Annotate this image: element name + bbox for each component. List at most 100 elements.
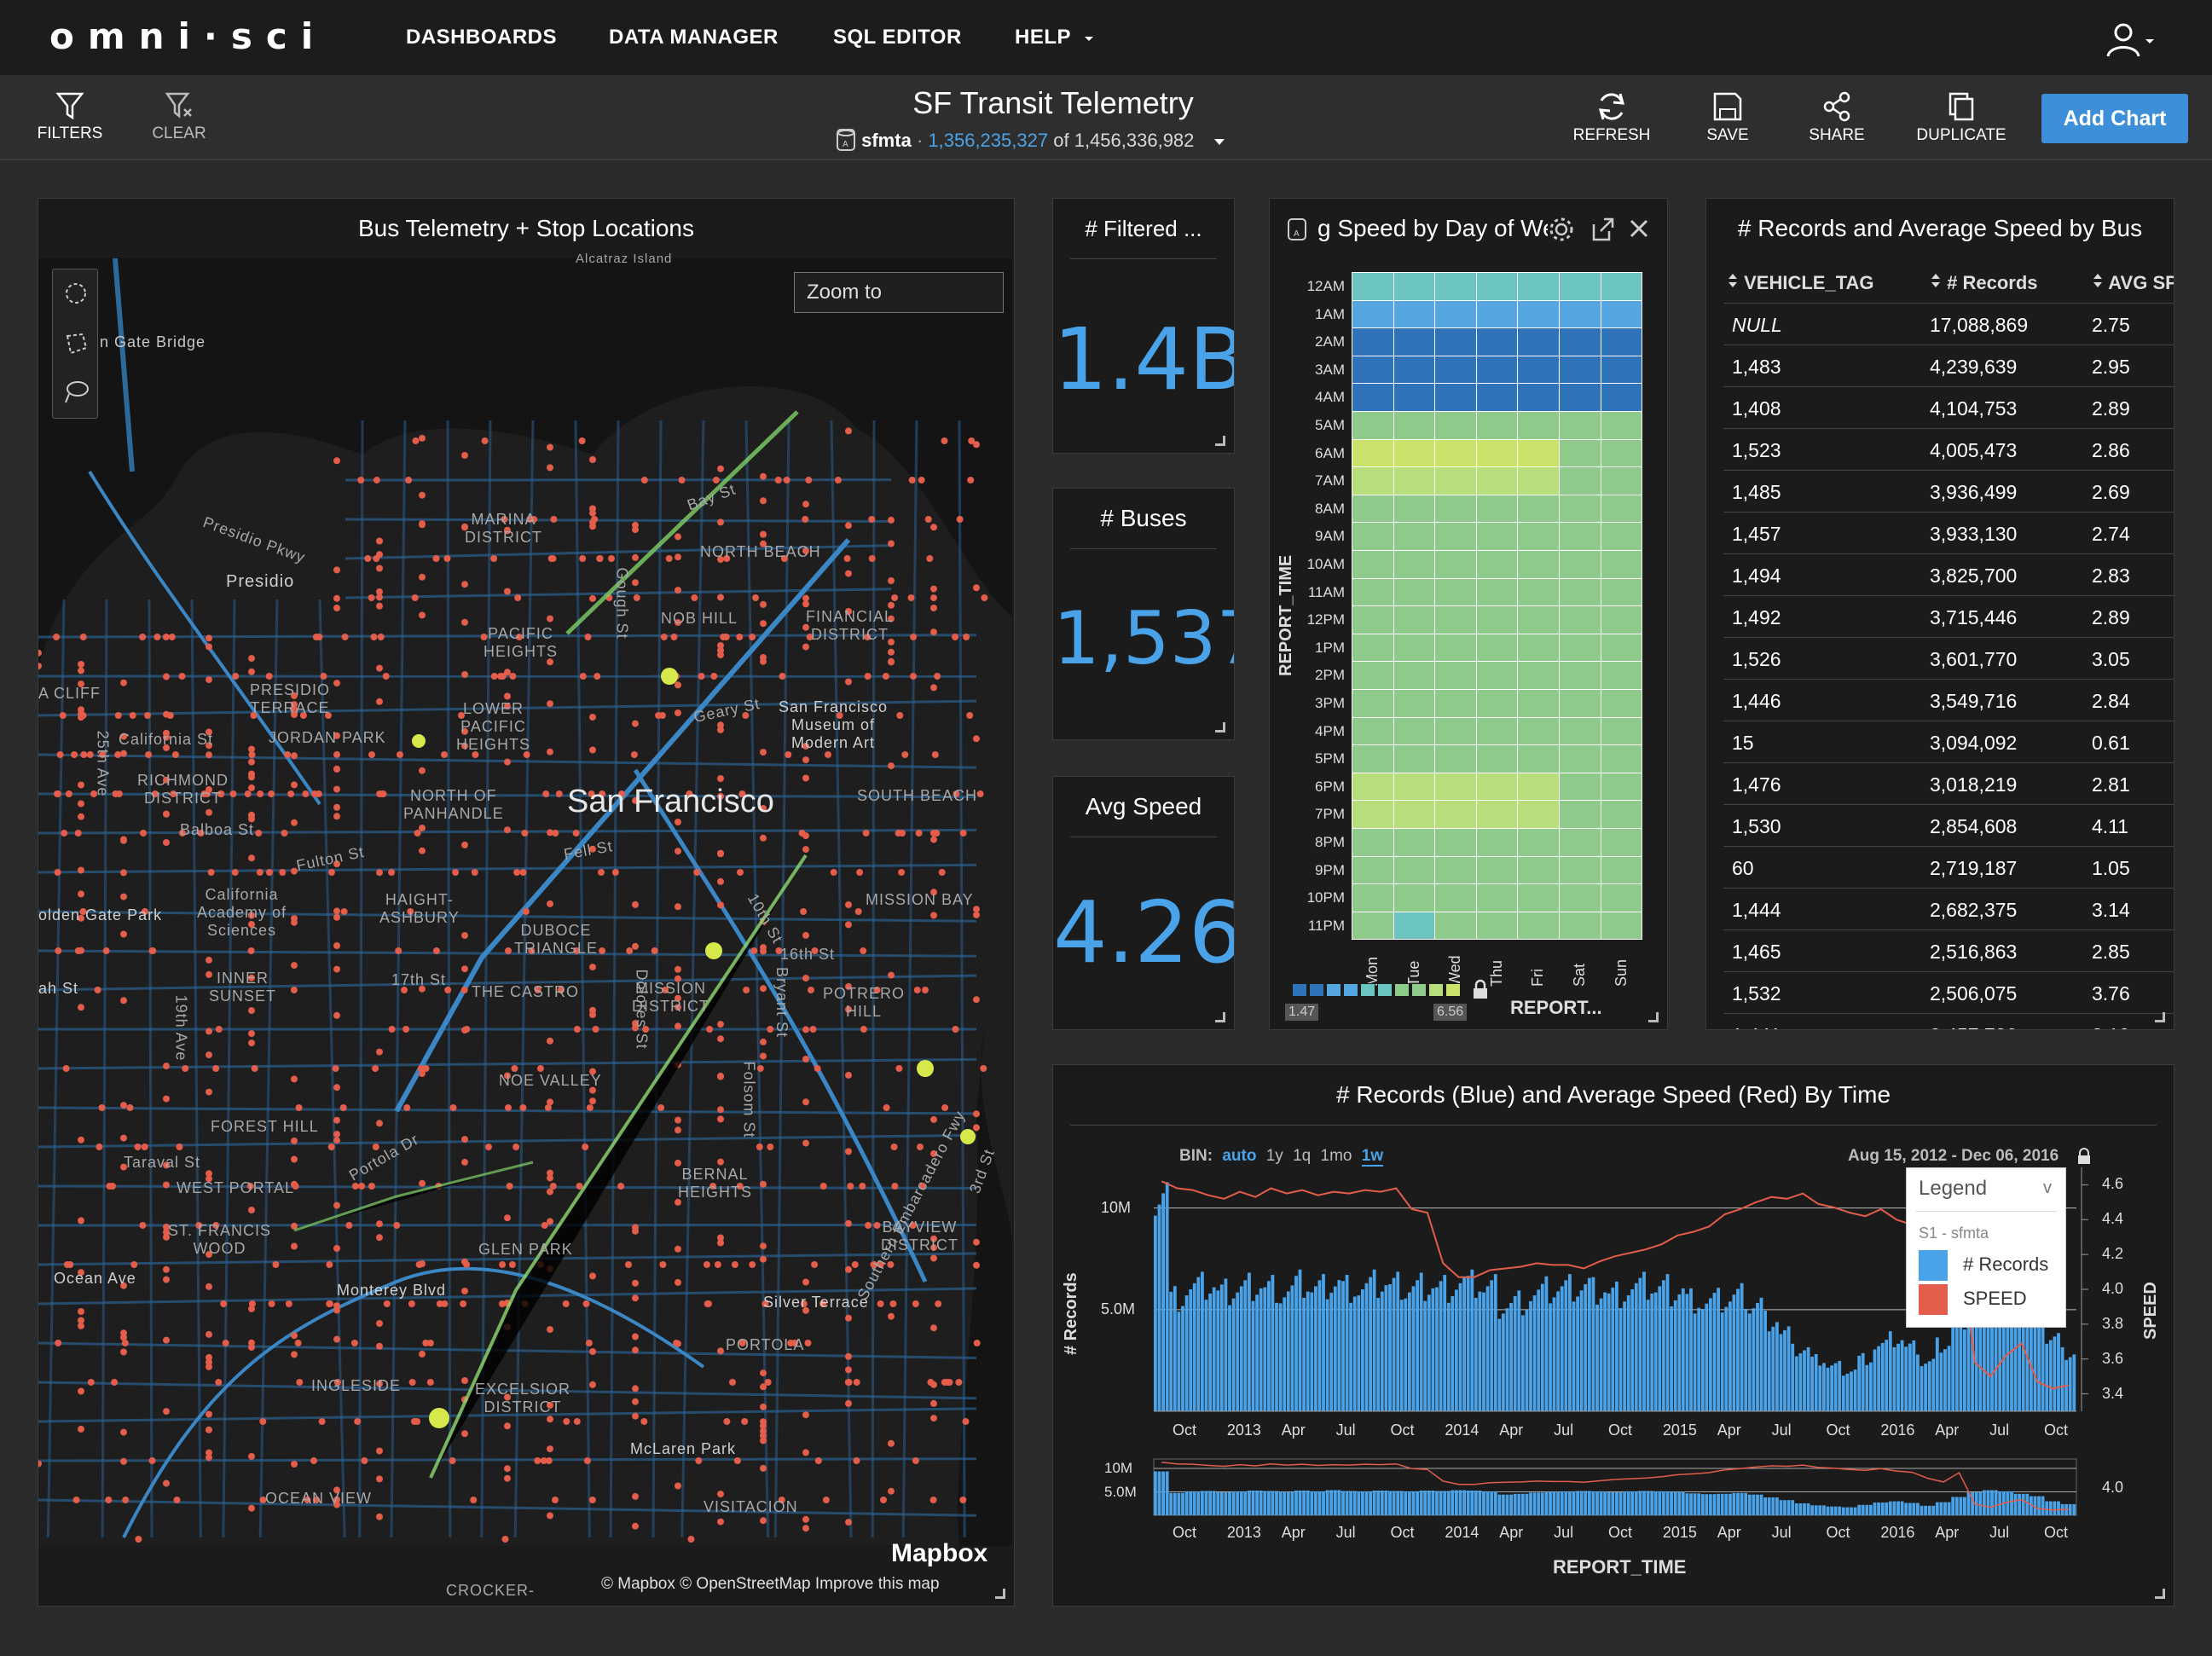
nav-sql-editor[interactable]: SQL EDITOR [833,26,962,49]
heatmap-cell[interactable] [1352,911,1394,941]
dashboard-title[interactable]: SF Transit Telemetry [912,85,1194,120]
heatmap-cell[interactable] [1434,661,1477,690]
heatmap-cell[interactable] [1559,438,1601,468]
heatmap-cell[interactable] [1475,355,1519,385]
heatmap-cell[interactable] [1434,577,1477,607]
heatmap-cell[interactable] [1517,855,1560,885]
table-row[interactable]: 1,444 2,682,375 3.14 [1723,888,2174,929]
time-chart-canvas[interactable] [1053,1065,2174,1607]
heatmap-cell[interactable] [1393,911,1436,941]
heatmap-cell[interactable] [1352,883,1394,912]
lock-icon[interactable] [2076,1147,2092,1166]
heatmap-cell[interactable] [1517,661,1560,690]
heatmap-cell[interactable] [1559,411,1601,440]
export-icon[interactable] [1589,216,1616,243]
omnisci-logo[interactable]: omni·sci [49,15,327,57]
table-row[interactable]: 1,485 3,936,499 2.69 [1723,470,2174,512]
heatmap-cell[interactable] [1600,716,1643,746]
heatmap-cell[interactable] [1393,355,1436,385]
heatmap-cell[interactable] [1475,605,1519,634]
heatmap-cell[interactable] [1600,883,1643,912]
table-row[interactable]: 1,446 3,549,716 2.84 [1723,679,2174,721]
heatmap-cell[interactable] [1517,383,1560,412]
heatmap-cell[interactable] [1434,438,1477,468]
bin-option-1mo[interactable]: 1mo [1320,1147,1352,1165]
table-row[interactable]: 1,530 2,854,608 4.11 [1723,804,2174,846]
heatmap-cell[interactable] [1600,411,1643,440]
heatmap-cell[interactable] [1393,494,1436,524]
table-row[interactable]: 1,494 3,825,700 2.83 [1723,553,2174,595]
heatmap-cell[interactable] [1352,438,1394,468]
heatmap-cell[interactable] [1434,522,1477,551]
nav-dashboards[interactable]: DASHBOARDS [406,26,558,49]
heatmap-cell[interactable] [1352,828,1394,857]
heatmap-cell[interactable] [1600,772,1643,802]
resize-handle-icon[interactable] [995,1589,1005,1599]
heatmap-cell[interactable] [1434,911,1477,941]
heatmap-cell[interactable] [1352,522,1394,551]
heatmap-cell[interactable] [1517,828,1560,857]
heatmap-cell[interactable] [1600,577,1643,607]
heatmap-cell[interactable] [1393,661,1436,690]
heatmap-cell[interactable] [1600,828,1643,857]
heatmap-cell[interactable] [1600,327,1643,356]
heatmap-cell[interactable] [1559,383,1601,412]
chevron-down-icon[interactable] [1212,136,1227,147]
heatmap-cell[interactable] [1600,800,1643,829]
heatmap-cell[interactable] [1517,577,1560,607]
nav-data-manager[interactable]: DATA MANAGER [609,26,779,49]
heatmap-cell[interactable] [1434,633,1477,663]
heatmap-cell[interactable] [1393,466,1436,495]
heatmap-cell[interactable] [1559,299,1601,329]
heatmap-cell[interactable] [1559,272,1601,301]
heatmap-cell[interactable] [1393,855,1436,885]
data-source-summary[interactable]: A sfmta · 1,356,235,327 of 1,456,336,982 [836,128,1227,152]
heatmap-cell[interactable] [1434,744,1477,773]
heatmap-cell[interactable] [1434,383,1477,412]
heatmap-cell[interactable] [1559,689,1601,718]
heatmap-cell[interactable] [1600,383,1643,412]
heatmap-cell[interactable] [1393,800,1436,829]
heatmap-cell[interactable] [1517,911,1560,941]
legend-chevron[interactable]: v [2043,1178,2052,1197]
heatmap-cell[interactable] [1475,828,1519,857]
heatmap-cell[interactable] [1600,494,1643,524]
heatmap-cell[interactable] [1434,299,1477,329]
table-row[interactable]: NULL 17,088,869 2.75 [1723,303,2174,345]
heatmap-cell[interactable] [1352,689,1394,718]
share-button[interactable]: SHARE [1786,90,1888,145]
heatmap-cell[interactable] [1559,355,1601,385]
heatmap-cell[interactable] [1559,772,1601,802]
heatmap-cell[interactable] [1434,327,1477,356]
lasso-select-icon[interactable] [61,377,91,408]
heatmap-cell[interactable] [1393,605,1436,634]
heatmap-cell[interactable] [1434,605,1477,634]
user-icon[interactable] [2103,20,2157,58]
heatmap-cell[interactable] [1434,883,1477,912]
resize-handle-icon[interactable] [2155,1012,2165,1022]
heatmap-cell[interactable] [1475,716,1519,746]
heatmap-cell[interactable] [1434,772,1477,802]
heatmap-cell[interactable] [1393,522,1436,551]
heatmap-cell[interactable] [1517,689,1560,718]
table-row[interactable]: 1,408 4,104,753 2.89 [1723,386,2174,428]
table-panel-title[interactable]: # Records and Average Speed by Bus [1737,215,2143,241]
heatmap-cell[interactable] [1475,744,1519,773]
heatmap-cell[interactable] [1475,522,1519,551]
heatmap-cell[interactable] [1475,438,1519,468]
heatmap-cell[interactable] [1393,744,1436,773]
heatmap-cell[interactable] [1559,577,1601,607]
heatmap-cell[interactable] [1434,855,1477,885]
save-button[interactable]: SAVE [1676,90,1779,145]
table-row[interactable]: 1,523 4,005,473 2.86 [1723,428,2174,470]
heatmap-cell[interactable] [1352,299,1394,329]
heatmap-cell[interactable] [1559,883,1601,912]
heatmap-cell[interactable] [1393,299,1436,329]
table-row[interactable]: 1,476 3,018,219 2.81 [1723,762,2174,804]
heatmap-cell[interactable] [1434,828,1477,857]
heatmap-cell[interactable] [1517,800,1560,829]
heatmap-cell[interactable] [1517,411,1560,440]
heatmap-cell[interactable] [1434,411,1477,440]
filtered-panel-title[interactable]: # Filtered ... [1085,216,1202,241]
chart-legend[interactable]: Legend v S1 - sfmta # Records SPEED [1906,1167,2066,1328]
